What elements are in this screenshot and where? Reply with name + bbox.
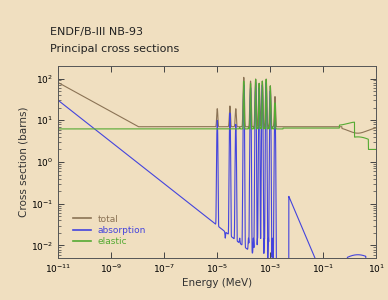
Line: elastic: elastic bbox=[58, 79, 376, 149]
elastic bbox=[192, 127, 197, 131]
absorption bbox=[287, 196, 292, 200]
absorption bbox=[364, 285, 369, 289]
Text: Principal cross sections: Principal cross sections bbox=[50, 44, 180, 53]
absorption bbox=[374, 285, 379, 289]
elastic bbox=[253, 77, 258, 81]
absorption bbox=[207, 218, 212, 221]
Text: ENDF/B-III NB-93: ENDF/B-III NB-93 bbox=[50, 27, 144, 37]
elastic bbox=[364, 137, 369, 140]
Line: total: total bbox=[58, 77, 376, 133]
elastic bbox=[287, 126, 292, 130]
Legend: total, absorption, elastic: total, absorption, elastic bbox=[69, 211, 150, 250]
total bbox=[207, 125, 212, 128]
absorption bbox=[56, 98, 61, 102]
absorption bbox=[192, 206, 197, 209]
Y-axis label: Cross section (barns): Cross section (barns) bbox=[18, 107, 28, 217]
total bbox=[287, 125, 292, 128]
total bbox=[374, 126, 379, 130]
total bbox=[355, 131, 360, 135]
elastic bbox=[189, 127, 194, 131]
total bbox=[241, 76, 246, 79]
total bbox=[364, 129, 369, 133]
total bbox=[189, 125, 194, 128]
absorption bbox=[325, 285, 330, 289]
absorption bbox=[189, 204, 194, 207]
elastic bbox=[374, 148, 379, 151]
X-axis label: Energy (MeV): Energy (MeV) bbox=[182, 278, 252, 288]
Line: absorption: absorption bbox=[58, 82, 376, 287]
elastic bbox=[348, 121, 353, 124]
absorption bbox=[348, 254, 353, 258]
total bbox=[348, 130, 353, 134]
elastic bbox=[207, 127, 212, 131]
total bbox=[56, 81, 61, 84]
elastic bbox=[56, 127, 61, 131]
total bbox=[192, 125, 197, 128]
elastic bbox=[366, 148, 371, 151]
absorption bbox=[253, 81, 258, 84]
